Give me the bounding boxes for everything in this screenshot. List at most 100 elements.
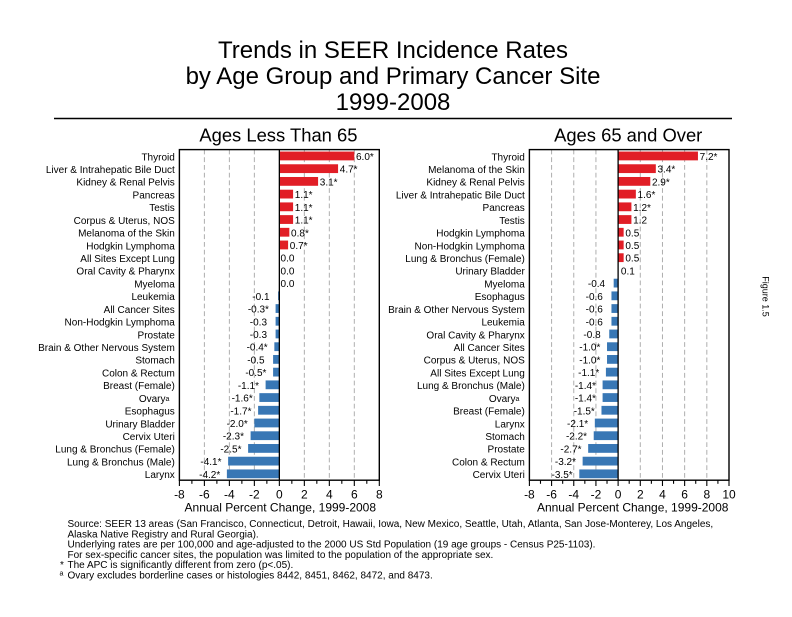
svg-text:The APC is significantly diffe: The APC is significantly different from …: [68, 560, 294, 571]
svg-text:-4.2*: -4.2*: [199, 470, 220, 481]
svg-text:3.1*: 3.1*: [320, 177, 338, 188]
svg-text:Annual Percent Change, 1999-20: Annual Percent Change, 1999-2008: [537, 500, 729, 514]
svg-text:-0.6: -0.6: [586, 305, 604, 316]
svg-text:10: 10: [722, 487, 736, 501]
svg-text:-1.1*: -1.1*: [578, 368, 599, 379]
svg-text:Ovary excludes borderline case: Ovary excludes borderline cases or histo…: [68, 571, 433, 582]
svg-text:Trends in SEER Incidence Rates: Trends in SEER Incidence Rates: [218, 37, 568, 64]
svg-text:0.0: 0.0: [281, 254, 295, 265]
svg-text:Liver & Intrahepatic Bile Duct: Liver & Intrahepatic Bile Duct: [46, 165, 175, 176]
svg-text:Oral Cavity & Pharynx: Oral Cavity & Pharynx: [426, 330, 524, 341]
svg-text:Non-Hodgkin Lymphoma: Non-Hodgkin Lymphoma: [415, 241, 526, 252]
svg-text:Pancreas: Pancreas: [483, 203, 525, 214]
svg-text:Breast (Female): Breast (Female): [453, 407, 525, 418]
svg-text:1.1*: 1.1*: [295, 190, 313, 201]
svg-text:-8: -8: [174, 487, 185, 501]
svg-text:Hodgkin Lymphoma: Hodgkin Lymphoma: [86, 241, 175, 252]
svg-text:Colon & Rectum: Colon & Rectum: [452, 457, 525, 468]
svg-text:by Age Group and Primary Cance: by Age Group and Primary Cancer Site: [186, 63, 601, 90]
svg-text:Melanoma of the Skin: Melanoma of the Skin: [428, 165, 525, 176]
svg-text:Non-Hodgkin Lymphoma: Non-Hodgkin Lymphoma: [65, 318, 176, 329]
svg-text:Annual Percent Change, 1999-20: Annual Percent Change, 1999-2008: [185, 500, 377, 514]
svg-text:Corpus & Uterus, NOS: Corpus & Uterus, NOS: [424, 356, 525, 367]
svg-text:-2.5*: -2.5*: [220, 444, 241, 455]
svg-text:0.5: 0.5: [625, 241, 639, 252]
svg-text:Larynx: Larynx: [145, 470, 175, 481]
svg-text:Esophagus: Esophagus: [475, 292, 525, 303]
svg-text:Hodgkin Lymphoma: Hodgkin Lymphoma: [436, 229, 525, 240]
svg-text:All Sites Except Lung: All Sites Except Lung: [430, 368, 525, 379]
svg-text:Figure 1.5: Figure 1.5: [760, 276, 770, 317]
svg-text:8: 8: [376, 487, 383, 501]
svg-text:-6: -6: [199, 487, 210, 501]
svg-text:0.0: 0.0: [281, 279, 295, 290]
svg-text:-1.4*: -1.4*: [575, 394, 596, 405]
svg-text:Kidney & Renal Pelvis: Kidney & Renal Pelvis: [76, 178, 174, 189]
svg-text:Breast (Female): Breast (Female): [103, 381, 175, 392]
svg-text:-0.4*: -0.4*: [247, 343, 268, 354]
svg-text:-4.1*: -4.1*: [200, 457, 221, 468]
svg-text:Cervix Uteri: Cervix Uteri: [473, 470, 525, 481]
svg-text:Urinary Bladder: Urinary Bladder: [105, 419, 175, 430]
svg-text:For sex-specific cancer sites,: For sex-specific cancer sites, the popul…: [68, 550, 494, 561]
svg-text:2.9*: 2.9*: [652, 177, 670, 188]
svg-text:Lung & Bronchus (Female): Lung & Bronchus (Female): [55, 445, 175, 456]
svg-text:1.1*: 1.1*: [295, 203, 313, 214]
svg-text:8: 8: [703, 487, 710, 501]
svg-text:Prostate: Prostate: [138, 330, 176, 341]
svg-text:Cervix Uteri: Cervix Uteri: [123, 432, 175, 443]
svg-text:Kidney & Renal Pelvis: Kidney & Renal Pelvis: [426, 178, 524, 189]
svg-text:All Cancer Sites: All Cancer Sites: [454, 343, 525, 354]
svg-text:Alaska Native Registry and Rur: Alaska Native Registry and Rural Georgia…: [68, 529, 259, 540]
svg-text:Brain & Other Nervous System: Brain & Other Nervous System: [38, 343, 175, 354]
svg-text:6.0*: 6.0*: [356, 152, 374, 163]
svg-text:Larynx: Larynx: [495, 419, 525, 430]
svg-text:4: 4: [326, 487, 333, 501]
svg-text:Leukemia: Leukemia: [131, 292, 175, 303]
svg-text:-2: -2: [591, 487, 602, 501]
svg-text:2: 2: [301, 487, 308, 501]
svg-text:-2.7*: -2.7*: [560, 444, 581, 455]
svg-text:-0.3: -0.3: [250, 330, 268, 341]
svg-text:6: 6: [351, 487, 358, 501]
svg-text:Myeloma: Myeloma: [484, 279, 525, 290]
svg-text:-1.0*: -1.0*: [579, 355, 600, 366]
svg-text:Ovarya: Ovarya: [489, 394, 520, 405]
svg-text:Thyroid: Thyroid: [491, 152, 524, 163]
svg-text:-0.3*: -0.3*: [248, 305, 269, 316]
svg-text:7.2*: 7.2*: [700, 152, 718, 163]
svg-text:Corpus & Uterus, NOS: Corpus & Uterus, NOS: [74, 216, 175, 227]
svg-text:Underlying rates are per 100,0: Underlying rates are per 100,000 and age…: [68, 540, 596, 551]
svg-text:-0.6: -0.6: [586, 292, 604, 303]
svg-text:Stomach: Stomach: [135, 356, 174, 367]
svg-text:Lung & Bronchus (Male): Lung & Bronchus (Male): [67, 457, 175, 468]
svg-text:0.5: 0.5: [625, 228, 639, 239]
svg-text:-0.8: -0.8: [583, 330, 601, 341]
svg-text:-6: -6: [546, 487, 557, 501]
svg-text:-3.5*: -3.5*: [552, 470, 573, 481]
svg-text:Thyroid: Thyroid: [141, 152, 174, 163]
svg-text:-0.3: -0.3: [250, 317, 268, 328]
svg-text:-8: -8: [524, 487, 535, 501]
svg-text:0.7*: 0.7*: [290, 241, 308, 252]
svg-text:-2.3*: -2.3*: [223, 432, 244, 443]
svg-text:*: *: [60, 560, 64, 571]
svg-text:Lung & Bronchus (Male): Lung & Bronchus (Male): [417, 381, 525, 392]
svg-text:0.0: 0.0: [281, 266, 295, 277]
svg-text:Myeloma: Myeloma: [134, 279, 175, 290]
svg-text:-0.5: -0.5: [247, 355, 265, 366]
svg-text:2: 2: [637, 487, 644, 501]
svg-text:a: a: [60, 571, 64, 578]
svg-text:Esophagus: Esophagus: [125, 407, 175, 418]
svg-text:Leukemia: Leukemia: [481, 318, 525, 329]
svg-text:-4: -4: [568, 487, 579, 501]
svg-text:-1.4*: -1.4*: [575, 381, 596, 392]
svg-text:1.2: 1.2: [633, 216, 647, 227]
svg-text:Brain & Other Nervous System: Brain & Other Nervous System: [388, 305, 525, 316]
svg-text:Pancreas: Pancreas: [133, 190, 175, 201]
svg-text:Urinary Bladder: Urinary Bladder: [455, 267, 525, 278]
svg-text:Colon & Rectum: Colon & Rectum: [102, 368, 175, 379]
svg-text:1.1*: 1.1*: [295, 216, 313, 227]
svg-text:All Sites Except Lung: All Sites Except Lung: [80, 254, 175, 265]
svg-text:Prostate: Prostate: [488, 445, 526, 456]
